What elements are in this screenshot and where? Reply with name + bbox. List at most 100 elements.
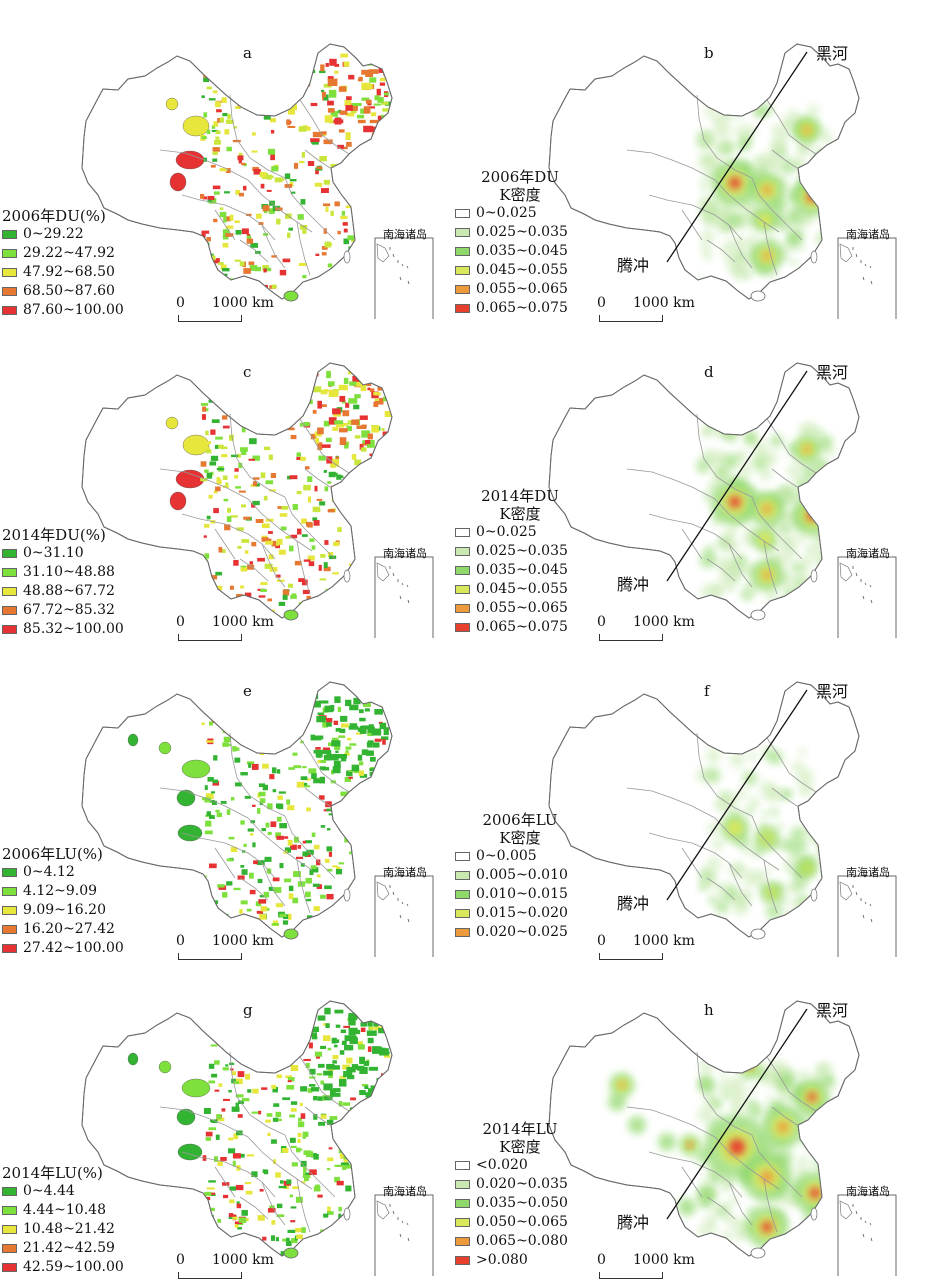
city-label-tengchong: 腾冲	[617, 1213, 650, 1232]
county-patch	[275, 832, 281, 838]
county-patch	[373, 103, 381, 106]
county-patch	[266, 1113, 273, 1117]
county-patch	[327, 1047, 332, 1051]
density-hotspot	[807, 192, 817, 202]
county-patch	[328, 471, 336, 478]
province-boundary	[728, 224, 753, 269]
county-patch	[363, 1060, 369, 1066]
legend-item: 0.055~0.065	[455, 280, 585, 299]
legend-swatch	[455, 247, 470, 256]
county-patch	[335, 866, 341, 871]
density-haze	[814, 166, 821, 173]
county-patch	[378, 163, 383, 167]
legend-item: 0.035~0.050	[455, 1194, 585, 1213]
county-patch	[278, 417, 284, 420]
density-haze	[795, 894, 809, 907]
county-patch	[207, 776, 214, 782]
county-patch	[218, 262, 224, 265]
county-patch	[321, 444, 331, 448]
density-haze	[700, 183, 710, 193]
county-patch	[288, 913, 292, 920]
county-patch	[349, 1137, 357, 1140]
scale-zero: 0	[597, 295, 606, 311]
density-haze	[821, 1119, 830, 1129]
density-haze	[824, 136, 833, 145]
province-boundary	[626, 468, 716, 500]
county-patch	[229, 381, 234, 384]
county-patch	[262, 205, 270, 212]
county-patch	[250, 928, 257, 932]
county-patch	[357, 489, 363, 495]
county-patch	[269, 1020, 273, 1026]
county-patch	[324, 486, 329, 492]
legend-swatch	[2, 268, 17, 277]
county-patch	[209, 461, 217, 466]
county-patch	[324, 241, 332, 248]
county-patch	[262, 784, 268, 791]
density-hotspot	[804, 865, 810, 871]
county-patch	[338, 86, 347, 92]
county-patch	[234, 706, 242, 709]
county-patch	[363, 787, 368, 793]
county-patch	[238, 152, 243, 157]
county-patch	[256, 213, 262, 219]
county-patch	[327, 76, 334, 81]
county-patch	[284, 878, 292, 883]
county-patch	[224, 524, 231, 531]
county-patch	[287, 475, 292, 480]
county-patch	[381, 193, 385, 197]
county-patch	[320, 64, 325, 72]
county-patch	[305, 840, 312, 844]
density-haze	[802, 421, 818, 437]
county-patch	[342, 1165, 347, 1170]
density-haze	[724, 1215, 733, 1224]
county-patch	[234, 600, 242, 603]
county-patch	[274, 89, 280, 95]
county-polygon	[177, 1143, 203, 1161]
county-patch	[200, 403, 209, 406]
county-patch	[273, 420, 279, 424]
county-patch	[334, 1176, 340, 1183]
map-panel-a: a 南海诸岛 0 1000 km 2006年DU(%) 0~29.22 29.22~47.9…	[0, 0, 467, 322]
county-patch	[215, 130, 221, 135]
county-patch	[301, 1181, 306, 1184]
county-patch	[257, 1026, 261, 1033]
county-patch	[288, 885, 294, 892]
county-patch	[368, 1066, 379, 1071]
legend-item: 67.72~85.32	[2, 601, 124, 620]
county-patch	[338, 735, 346, 738]
china-map	[548, 1000, 897, 1276]
province-boundary	[284, 1134, 336, 1198]
province-boundary	[714, 498, 780, 552]
county-patch	[210, 791, 216, 794]
legend-item: 21.42~42.59	[2, 1239, 124, 1258]
county-patch	[269, 1205, 275, 1209]
county-patch	[223, 736, 231, 743]
county-patch	[321, 749, 332, 754]
county-patch	[378, 1028, 387, 1034]
county-patch	[326, 893, 334, 900]
legend-label: 42.59~100.00	[23, 1259, 124, 1275]
panel-letter: f	[704, 682, 710, 700]
county-patch	[290, 1220, 296, 1223]
china-map	[548, 681, 897, 957]
county-patch	[356, 425, 367, 429]
county-patch	[283, 70, 292, 74]
scale-bar	[599, 953, 663, 960]
density-haze	[797, 1155, 809, 1167]
county-patch	[317, 1015, 326, 1021]
density-halo	[584, 1203, 606, 1225]
panel-letter: d	[704, 363, 714, 381]
county-patch	[258, 222, 264, 225]
county-patch	[366, 1030, 377, 1036]
county-patch	[346, 1149, 354, 1155]
province-boundary	[296, 859, 311, 914]
county-patch	[326, 717, 333, 723]
county-patch	[382, 1143, 389, 1147]
county-patch	[310, 102, 318, 107]
legend-item: 0~0.025	[455, 204, 585, 223]
county-patch	[280, 1180, 284, 1184]
county-patch	[329, 58, 337, 66]
county-patch	[216, 467, 225, 471]
county-patch	[325, 801, 332, 808]
